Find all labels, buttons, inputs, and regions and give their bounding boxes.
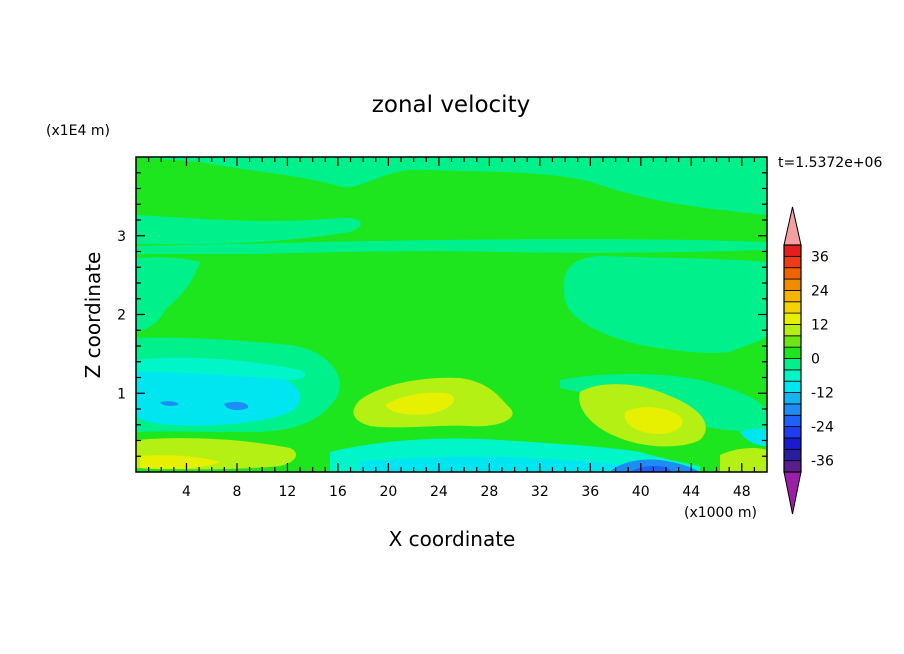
time-label: t=1.5372e+06 bbox=[778, 155, 882, 171]
blob-cyan-right bbox=[740, 428, 767, 446]
x-tick-label: 12 bbox=[279, 484, 297, 500]
y-axis: 1 2 3 bbox=[117, 172, 767, 457]
colorbar-tick-label: 24 bbox=[811, 283, 829, 299]
y-axis-label: Z coordinate bbox=[81, 252, 105, 379]
band-strip-330 bbox=[136, 239, 767, 254]
colorbar-over-triangle bbox=[783, 206, 802, 246]
x-axis: 4 8 12 16 20 24 28 32 36 40 44 48 bbox=[148, 157, 755, 500]
x-tick-label: 24 bbox=[430, 484, 448, 500]
colorbar: 36 24 12 0 -12 -24 -36 bbox=[783, 206, 834, 515]
blob-bright-yellow-center bbox=[385, 392, 454, 415]
x-tick-label: 40 bbox=[632, 484, 650, 500]
chart-title: zonal velocity bbox=[372, 92, 530, 118]
contour-field bbox=[136, 157, 767, 472]
colorbar-segment bbox=[783, 460, 802, 473]
colorbar-segment bbox=[783, 335, 802, 348]
blob-blue-bottom bbox=[610, 459, 700, 472]
x-tick-label: 28 bbox=[480, 484, 498, 500]
blob-bright-yellow-right bbox=[624, 407, 683, 434]
colorbar-segment bbox=[783, 312, 802, 325]
y-tick-label: 2 bbox=[117, 308, 126, 324]
colorbar-segment bbox=[783, 324, 802, 337]
blob-cyan-left bbox=[136, 367, 301, 426]
colorbar-segment bbox=[783, 244, 802, 257]
x-units-label: (x1000 m) bbox=[684, 505, 757, 521]
x-tick-label: 36 bbox=[581, 484, 599, 500]
x-tick-label: 48 bbox=[733, 484, 751, 500]
colorbar-segment bbox=[783, 278, 802, 291]
band-upper-left bbox=[136, 215, 361, 245]
x-tick-label: 4 bbox=[182, 484, 191, 500]
region-right-mid bbox=[563, 256, 767, 353]
region-upper-light bbox=[136, 157, 767, 215]
colorbar-segment bbox=[783, 301, 802, 314]
colorbar-segment bbox=[783, 346, 802, 359]
region-left-mid bbox=[136, 257, 200, 332]
blob-yellow-bottom-right bbox=[720, 447, 767, 472]
colorbar-segment bbox=[783, 255, 802, 269]
x-tick-label: 32 bbox=[531, 484, 549, 500]
colorbar-segment bbox=[783, 369, 802, 382]
x-axis-label: X coordinate bbox=[389, 527, 516, 551]
colorbar-segment bbox=[783, 426, 802, 439]
colorbar-segment bbox=[783, 403, 802, 416]
band-bottom-cyan bbox=[360, 456, 640, 472]
blob-blue-left-2 bbox=[224, 401, 249, 411]
colorbar-tick-label: 12 bbox=[811, 317, 829, 333]
colorbar-tick-label: -12 bbox=[811, 386, 834, 402]
colorbar-segment bbox=[783, 380, 802, 393]
colorbar-tick-label: -36 bbox=[811, 454, 834, 470]
x-tick-label: 44 bbox=[682, 484, 700, 500]
band-bottom-yellow-deep bbox=[140, 455, 220, 470]
colorbar-segment bbox=[783, 267, 802, 280]
colorbar-segment bbox=[783, 414, 802, 428]
x-tick-label: 20 bbox=[379, 484, 397, 500]
colorbar-tick-label: 36 bbox=[811, 249, 829, 265]
colorbar-segment bbox=[783, 437, 802, 450]
x-tick-label: 16 bbox=[329, 484, 347, 500]
y-tick-label: 3 bbox=[117, 229, 126, 245]
y-tick-label: 1 bbox=[117, 386, 126, 402]
colorbar-under-triangle bbox=[783, 471, 802, 515]
colorbar-segment bbox=[783, 289, 802, 303]
x-tick-label: 8 bbox=[232, 484, 241, 500]
colorbar-frame bbox=[783, 244, 802, 473]
colorbar-tick-label: -24 bbox=[811, 420, 834, 436]
colorbar-tick-label: 0 bbox=[811, 352, 820, 368]
y-units-label: (x1E4 m) bbox=[46, 123, 110, 139]
colorbar-segment bbox=[783, 358, 802, 371]
colorbar-segment bbox=[783, 448, 802, 462]
blob-aqua-left bbox=[136, 357, 306, 380]
colorbar-segment bbox=[783, 392, 802, 405]
blob-blue-left-1 bbox=[160, 401, 179, 406]
